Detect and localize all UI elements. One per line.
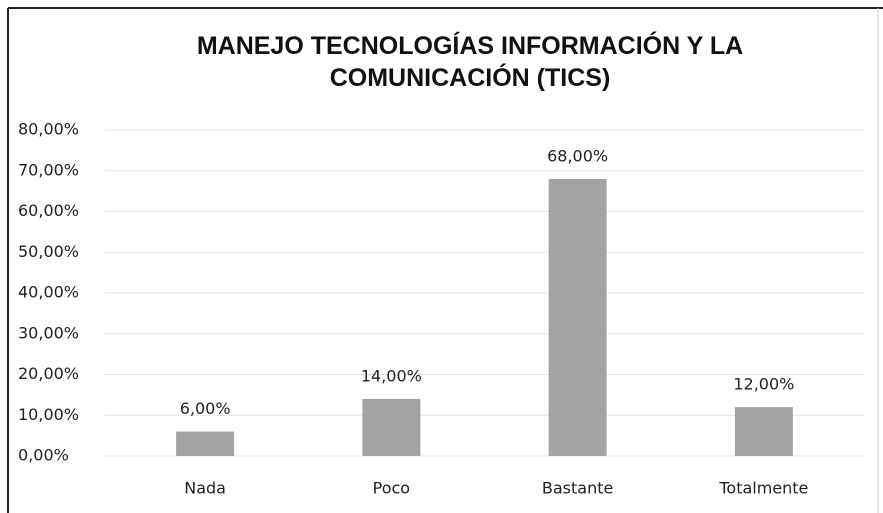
y-tick-label: 50,00%: [18, 242, 79, 261]
y-tick-label: 80,00%: [18, 120, 79, 139]
data-label: 68,00%: [547, 146, 608, 165]
chart-title: MANEJO TECNOLOGÍAS INFORMACIÓN Y LA COMU…: [196, 32, 744, 92]
bar: [362, 398, 421, 456]
y-tick-label: 70,00%: [18, 160, 79, 179]
x-tick-label: Poco: [373, 479, 410, 498]
x-tick-label: Bastante: [542, 479, 613, 498]
x-tick-label: Nada: [184, 479, 226, 498]
y-tick-label: 0,00%: [18, 446, 69, 465]
data-label: 12,00%: [733, 375, 794, 394]
y-tick-label: 30,00%: [18, 323, 79, 342]
bar: [548, 178, 607, 456]
data-label: 14,00%: [361, 366, 422, 385]
bar: [176, 431, 235, 456]
y-tick-label: 20,00%: [18, 364, 79, 383]
y-tick-label: 40,00%: [18, 283, 79, 302]
bar: [734, 407, 793, 456]
y-tick-label: 60,00%: [18, 201, 79, 220]
data-label: 6,00%: [180, 399, 231, 418]
y-tick-label: 10,00%: [18, 405, 79, 424]
x-tick-label: Totalmente: [718, 479, 808, 498]
